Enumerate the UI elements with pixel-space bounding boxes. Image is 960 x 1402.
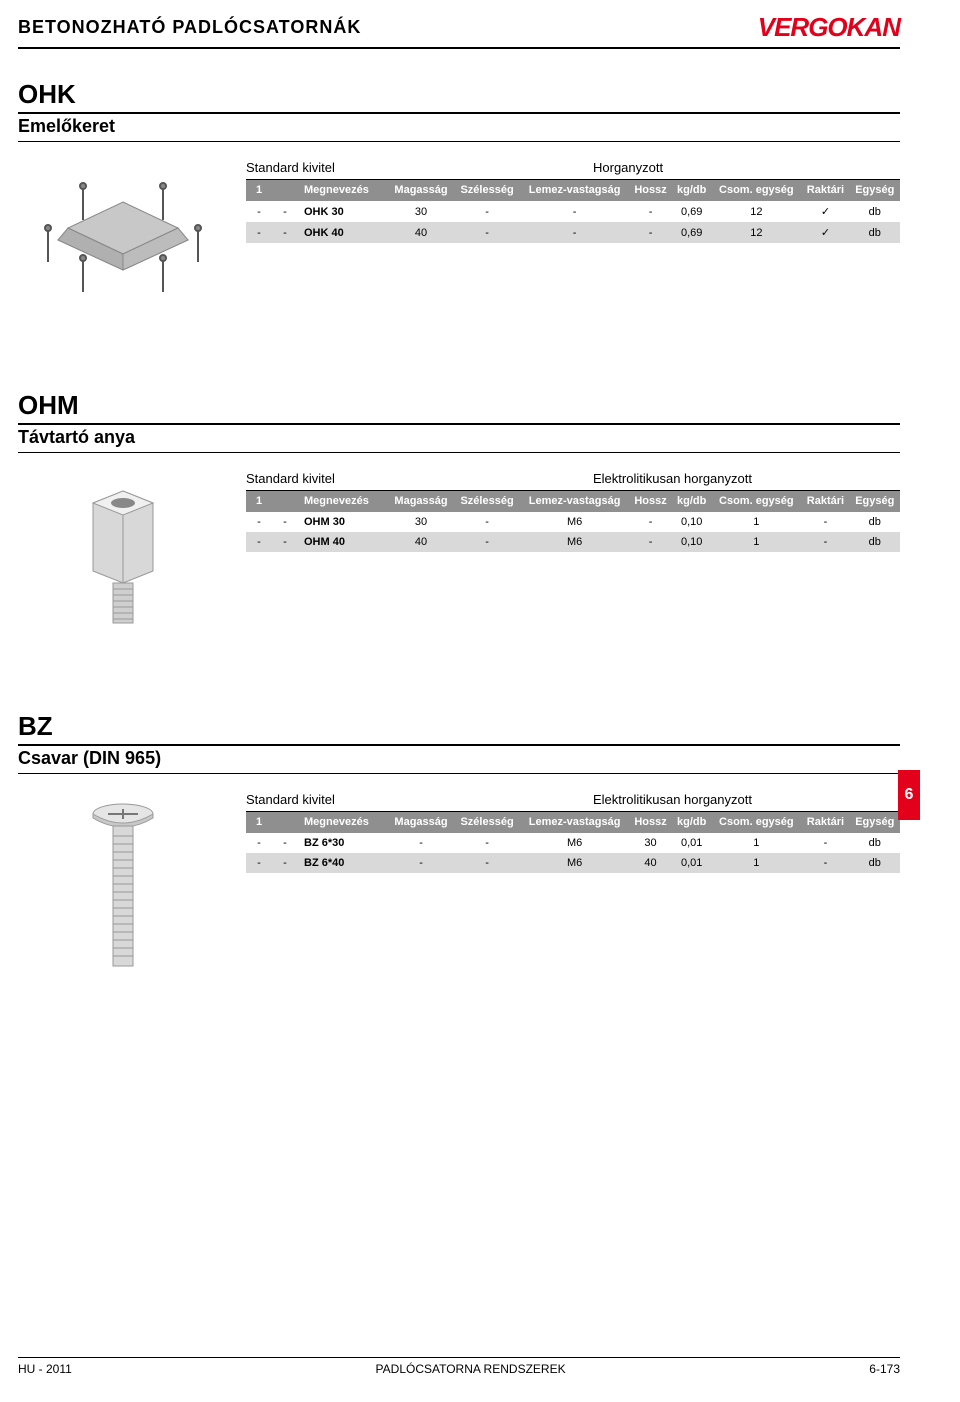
section-ohk: OHK Emelőkeret: [18, 79, 900, 320]
section-name: Csavar (DIN 965): [18, 748, 900, 774]
check-icon: ✓: [801, 201, 849, 222]
section-code: BZ: [18, 711, 900, 746]
th-c2: [272, 180, 298, 201]
table-row: - - BZ 6*40 - - M6 40 0,01 1 - db: [246, 853, 900, 873]
header-title: BETONOZHATÓ PADLÓCSATORNÁK: [18, 17, 361, 38]
th-pack: Csom. egység: [711, 180, 801, 201]
table-row: - - OHM 30 30 - M6 - 0,10 1 - db: [246, 512, 900, 532]
bz-illustration: [18, 792, 228, 982]
section-bz: BZ Csavar (DIN 965): [18, 711, 900, 982]
th-name: Megnevezés: [298, 180, 388, 201]
std-label: Standard kivitel: [246, 792, 553, 807]
th-width: Szélesség: [454, 180, 520, 201]
section-code: OHM: [18, 390, 900, 425]
footer-right: 6-173: [869, 1362, 900, 1376]
th-c1: 1: [246, 180, 272, 201]
std-label: Standard kivitel: [246, 160, 553, 175]
th-length: Hossz: [629, 180, 672, 201]
ohm-table: 1 Megnevezés Magasság Szélesség Lemez-va…: [246, 491, 900, 552]
table-row: - - OHM 40 40 - M6 - 0,10 1 - db: [246, 532, 900, 552]
bz-table: 1 Megnevezés Magasság Szélesség Lemez-va…: [246, 812, 900, 873]
th-height: Magasság: [388, 180, 454, 201]
table-row: - - BZ 6*30 - - M6 30 0,01 1 - db: [246, 833, 900, 853]
footer-center: PADLÓCSATORNA RENDSZEREK: [376, 1362, 566, 1376]
standard-kivitel-row: Standard kivitel Elektrolitikusan horgan…: [246, 471, 900, 491]
vergokan-logo: VERGOKAN: [758, 12, 900, 43]
page-header: BETONOZHATÓ PADLÓCSATORNÁK VERGOKAN: [18, 12, 900, 43]
section-name: Távtartó anya: [18, 427, 900, 453]
th-stock: Raktári: [801, 180, 849, 201]
ohk-illustration: [18, 160, 228, 320]
std-value: Elektrolitikusan horganyzott: [553, 792, 900, 807]
page-footer: HU - 2011 PADLÓCSATORNA RENDSZEREK 6-173: [18, 1357, 900, 1376]
standard-kivitel-row: Standard kivitel Elektrolitikusan horgan…: [246, 792, 900, 812]
ohm-illustration: [18, 471, 228, 641]
table-row: - - OHK 40 40 - - - 0,69 12 ✓ db: [246, 222, 900, 243]
std-value: Horganyzott: [553, 160, 900, 175]
table-row: - - OHK 30 30 - - - 0,69 12 ✓ db: [246, 201, 900, 222]
section-code: OHK: [18, 79, 900, 114]
th-unit: Egység: [850, 180, 900, 201]
std-value: Elektrolitikusan horganyzott: [553, 471, 900, 486]
section-ohm: OHM Távtartó anya: [18, 390, 900, 641]
check-icon: ✓: [801, 222, 849, 243]
ohk-table: 1 Megnevezés Magasság Szélesség Lemez-va…: [246, 180, 900, 243]
th-thick: Lemez-vastagság: [520, 180, 629, 201]
std-label: Standard kivitel: [246, 471, 553, 486]
th-kgdb: kg/db: [672, 180, 711, 201]
chapter-tab: 6: [898, 770, 920, 820]
footer-left: HU - 2011: [18, 1362, 72, 1376]
section-name: Emelőkeret: [18, 116, 900, 142]
standard-kivitel-row: Standard kivitel Horganyzott: [246, 160, 900, 180]
header-rule: [18, 47, 900, 49]
